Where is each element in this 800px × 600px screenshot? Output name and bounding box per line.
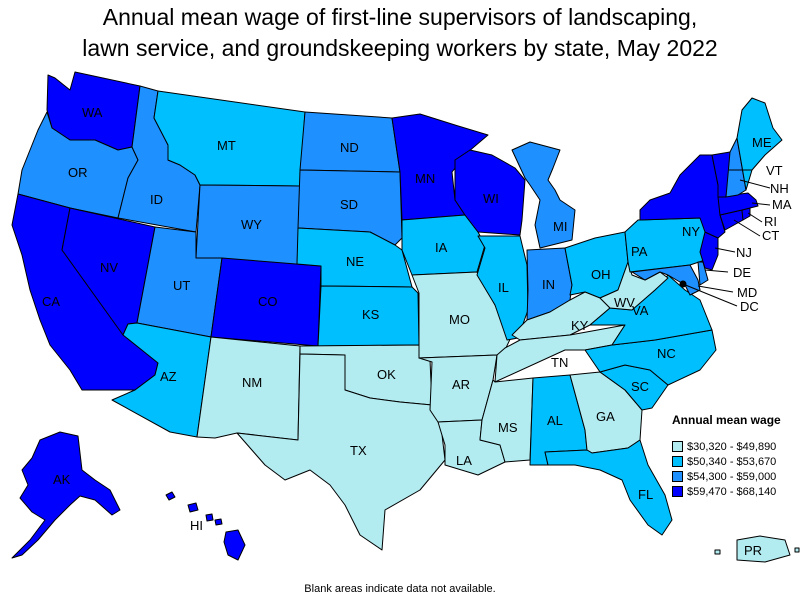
state-tx[interactable] bbox=[236, 353, 446, 551]
label-nc: NC bbox=[657, 346, 676, 361]
pr-islet bbox=[714, 549, 721, 555]
state-wi[interactable] bbox=[454, 149, 526, 236]
label-mo: MO bbox=[449, 312, 470, 327]
pr-islet-east bbox=[794, 547, 800, 553]
legend-swatch bbox=[672, 441, 683, 452]
label-mi: MI bbox=[553, 219, 567, 234]
label-hi: HI bbox=[190, 518, 203, 533]
label-or: OR bbox=[68, 165, 88, 180]
label-ny: NY bbox=[682, 224, 700, 239]
state-labels: WA OR CA NV ID MT WY UT AZ CO NM ND SD N… bbox=[42, 105, 792, 558]
label-pr: PR bbox=[744, 543, 762, 558]
label-ga: GA bbox=[596, 409, 615, 424]
label-ky: KY bbox=[571, 318, 589, 333]
label-md: MD bbox=[737, 285, 757, 300]
label-wv: WV bbox=[614, 295, 635, 310]
label-pa: PA bbox=[631, 244, 648, 259]
label-nj: NJ bbox=[736, 245, 752, 260]
label-il: IL bbox=[498, 280, 509, 295]
label-nh: NH bbox=[770, 181, 789, 196]
state-hi[interactable] bbox=[165, 491, 246, 561]
label-sc: SC bbox=[631, 379, 649, 394]
footnote: Blank areas indicate data not available. bbox=[304, 583, 496, 595]
label-tx: TX bbox=[350, 443, 367, 458]
label-nv: NV bbox=[100, 260, 118, 275]
legend-label: $30,320 - $49,890 bbox=[687, 440, 777, 453]
state-md[interactable] bbox=[631, 264, 701, 296]
label-dc: DC bbox=[740, 299, 759, 314]
legend-label: $54,300 - $59,000 bbox=[687, 470, 777, 483]
label-la: LA bbox=[456, 453, 472, 468]
legend-item: $59,470 - $68,140 bbox=[672, 484, 797, 499]
label-ia: IA bbox=[435, 240, 448, 255]
state-nh[interactable] bbox=[725, 137, 747, 198]
legend-swatch bbox=[672, 486, 683, 497]
label-ak: AK bbox=[53, 472, 71, 487]
legend-label: $50,340 - $53,670 bbox=[687, 455, 777, 468]
label-oh: OH bbox=[591, 267, 611, 282]
state-mi[interactable] bbox=[511, 141, 576, 249]
label-ar: AR bbox=[452, 377, 470, 392]
label-ok: OK bbox=[377, 367, 396, 382]
state-pr[interactable] bbox=[736, 535, 791, 563]
label-de: DE bbox=[733, 265, 751, 280]
label-me: ME bbox=[752, 135, 772, 150]
label-mt: MT bbox=[217, 138, 236, 153]
state-ak[interactable] bbox=[11, 431, 121, 559]
label-ms: MS bbox=[498, 420, 518, 435]
label-ct: CT bbox=[762, 228, 779, 243]
label-tn: TN bbox=[551, 355, 568, 370]
legend-swatch bbox=[672, 471, 683, 482]
legend-swatch bbox=[672, 456, 683, 467]
label-ri: RI bbox=[764, 214, 777, 229]
legend-item: $54,300 - $59,000 bbox=[672, 469, 797, 484]
label-va: VA bbox=[632, 303, 649, 318]
label-sd: SD bbox=[340, 197, 358, 212]
label-ca: CA bbox=[42, 294, 60, 309]
legend-item: $50,340 - $53,670 bbox=[672, 454, 797, 469]
label-nm: NM bbox=[242, 375, 262, 390]
map-legend: Annual mean wage $30,320 - $49,890 $50,3… bbox=[672, 413, 797, 499]
legend-title: Annual mean wage bbox=[672, 413, 781, 427]
label-ma: MA bbox=[772, 197, 792, 212]
label-al: AL bbox=[547, 413, 563, 428]
map-title-line-2: lawn service, and groundskeeping workers… bbox=[82, 35, 718, 61]
label-mn: MN bbox=[415, 171, 435, 186]
leader-lines bbox=[682, 169, 771, 307]
label-vt: VT bbox=[766, 163, 783, 178]
state-de[interactable] bbox=[697, 261, 709, 286]
label-wy: WY bbox=[241, 217, 262, 232]
state-me[interactable] bbox=[736, 97, 783, 191]
label-co: CO bbox=[258, 294, 278, 309]
label-wi: WI bbox=[483, 191, 499, 206]
state-fl[interactable] bbox=[544, 439, 673, 536]
label-ks: KS bbox=[362, 307, 380, 322]
map-title: Annual mean wage of first-line superviso… bbox=[0, 2, 800, 64]
state-mn[interactable] bbox=[391, 113, 489, 221]
legend-item: $30,320 - $49,890 bbox=[672, 439, 797, 454]
map-title-line-1: Annual mean wage of first-line superviso… bbox=[102, 4, 698, 30]
label-az: AZ bbox=[160, 369, 177, 384]
label-id: ID bbox=[150, 192, 163, 207]
state-il[interactable] bbox=[476, 235, 529, 341]
label-nd: ND bbox=[340, 140, 359, 155]
label-wa: WA bbox=[82, 105, 103, 120]
label-fl: FL bbox=[638, 487, 653, 502]
label-ne: NE bbox=[346, 254, 364, 269]
state-ma[interactable] bbox=[717, 192, 759, 216]
label-ut: UT bbox=[173, 278, 190, 293]
label-in: IN bbox=[542, 277, 555, 292]
legend-label: $59,470 - $68,140 bbox=[687, 485, 777, 498]
